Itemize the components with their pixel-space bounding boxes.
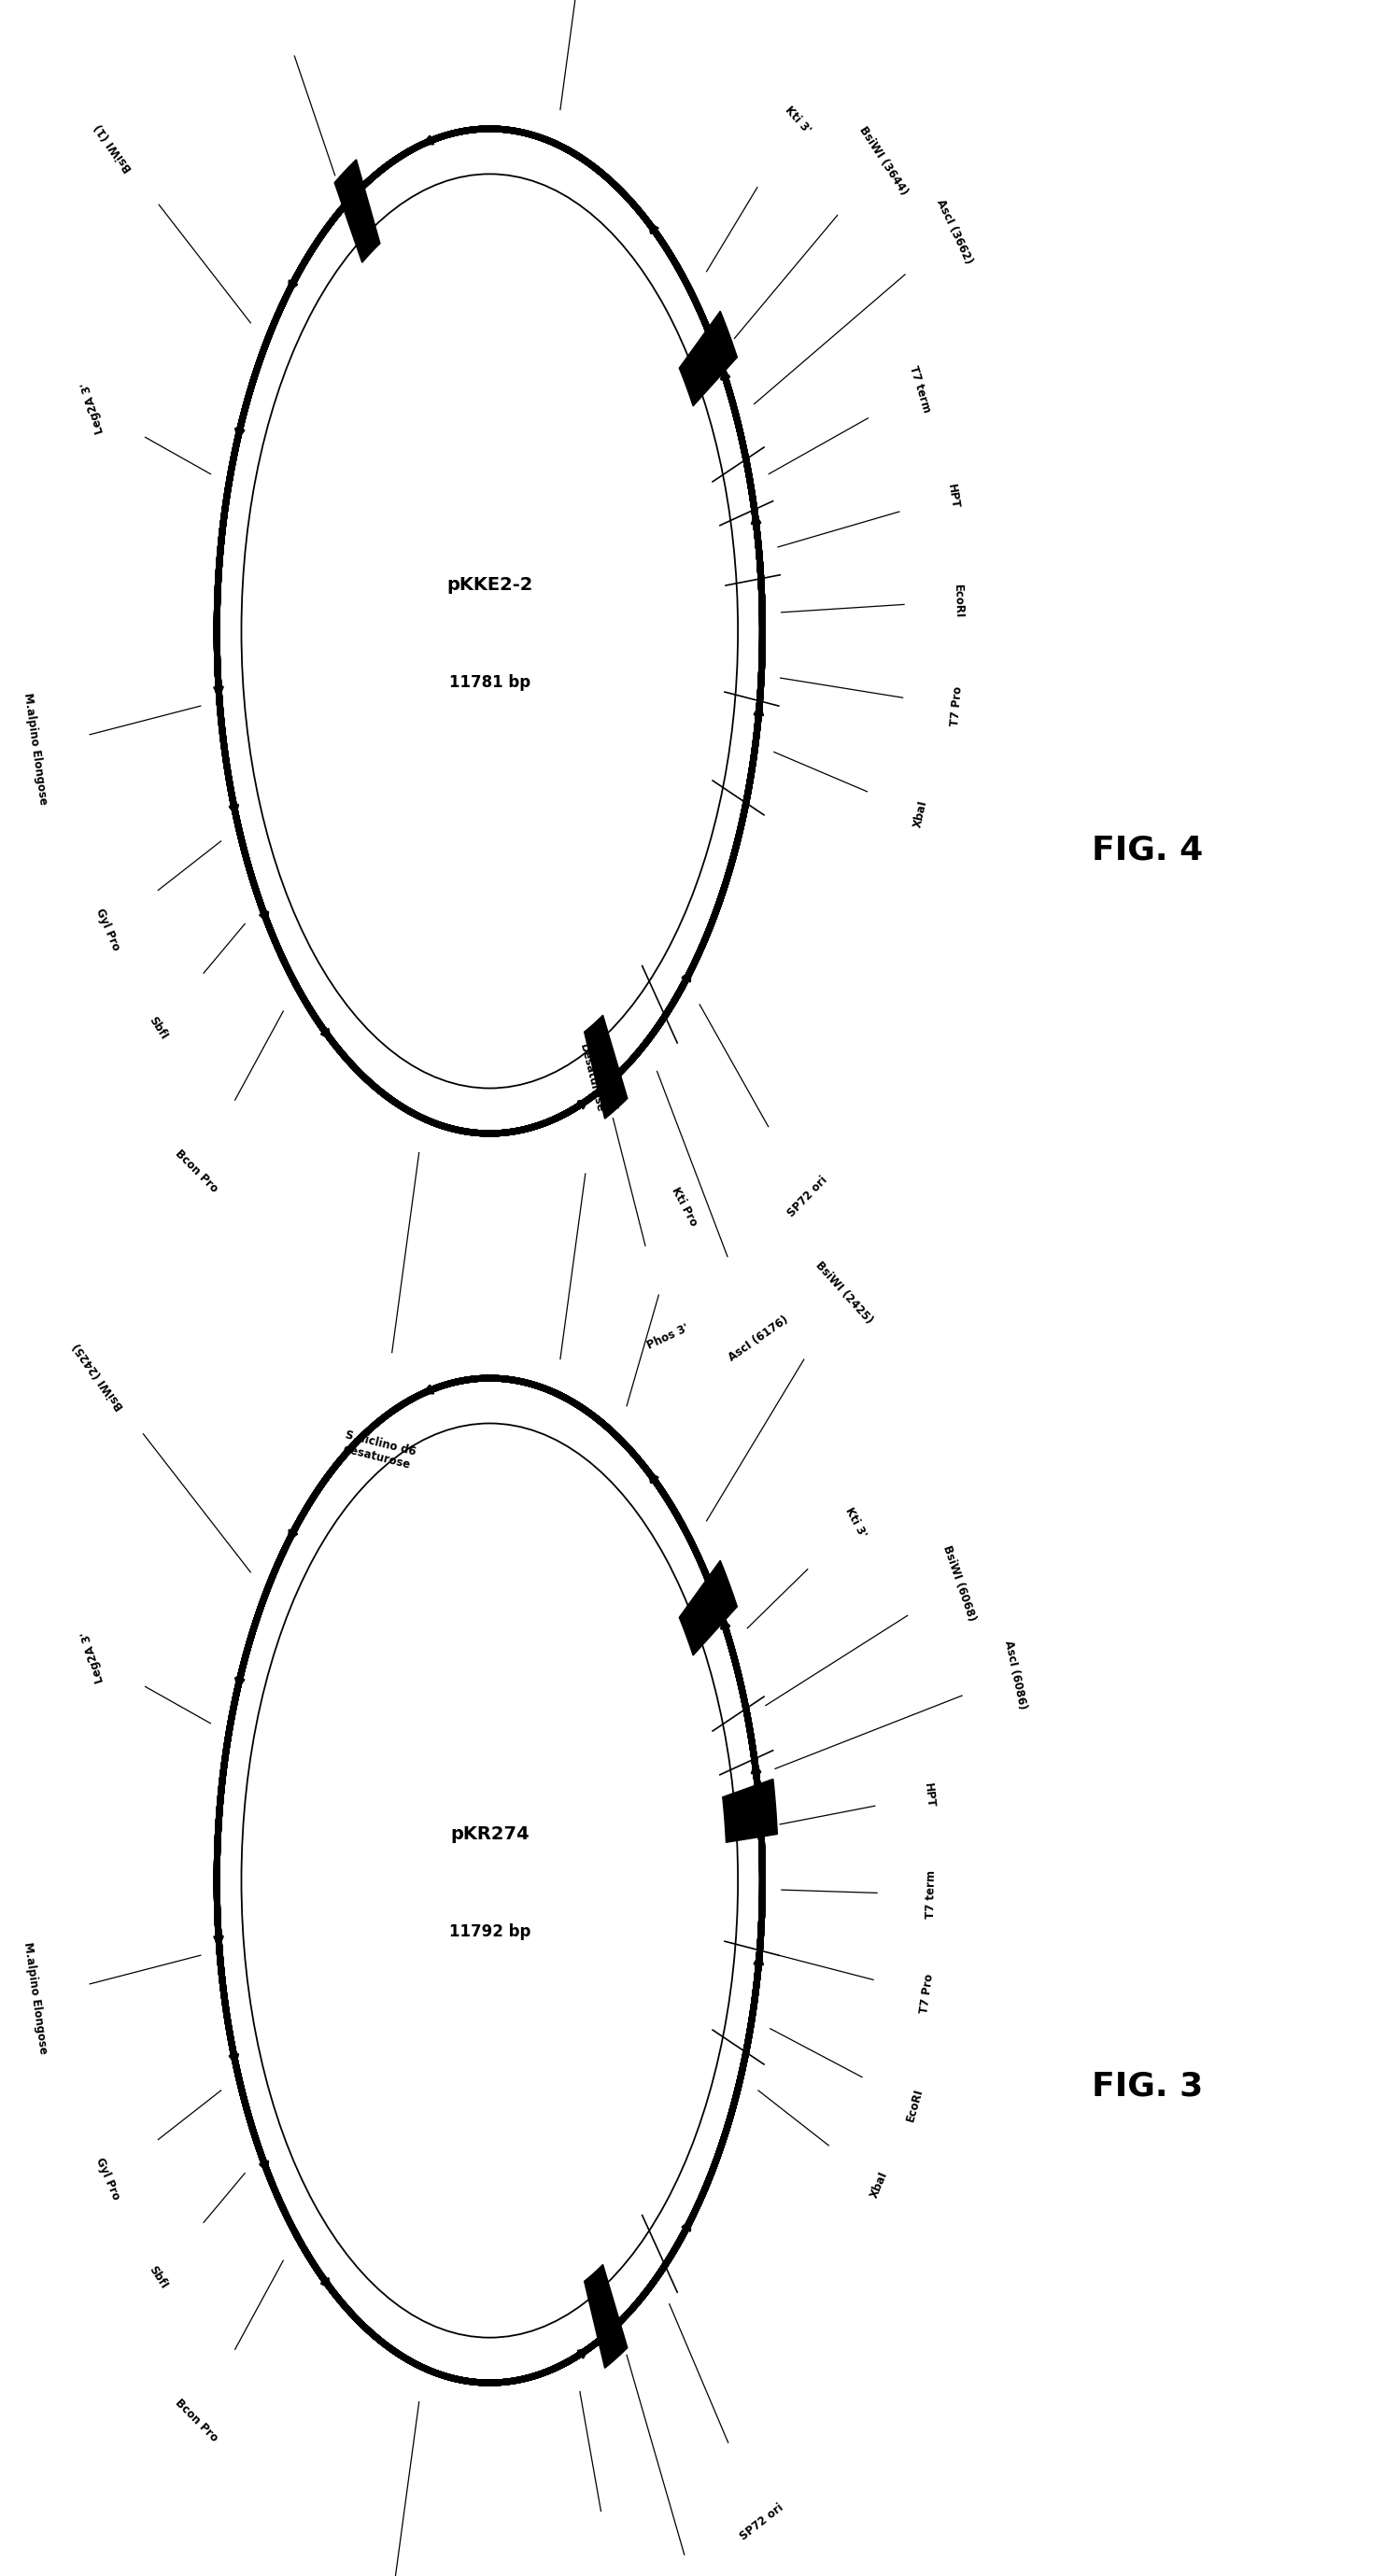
Text: pKR274: pKR274 [450, 1826, 529, 1842]
Text: Kti Pro: Kti Pro [669, 1185, 700, 1229]
Text: HPT: HPT [946, 482, 961, 510]
Text: FIG. 3: FIG. 3 [1091, 2071, 1203, 2102]
Text: BsiWI (3644): BsiWI (3644) [856, 124, 909, 198]
Text: T7 term: T7 term [907, 363, 933, 415]
Text: Kti 3': Kti 3' [782, 103, 813, 137]
Text: M.alpino d5
Desaturose: M.alpino d5 Desaturose [576, 1038, 620, 1115]
Polygon shape [679, 312, 737, 407]
Text: SP72 ori: SP72 ori [737, 2501, 786, 2543]
Text: FIG. 4: FIG. 4 [1091, 835, 1203, 866]
Text: XbaI: XbaI [911, 799, 929, 829]
Text: BsiWI (2425): BsiWI (2425) [813, 1260, 876, 1327]
Text: AscI (3662): AscI (3662) [935, 198, 975, 265]
Polygon shape [585, 2264, 627, 2367]
Text: EcoRI: EcoRI [904, 2087, 925, 2123]
Text: 11792 bp: 11792 bp [449, 1924, 530, 1940]
Text: Kti 3': Kti 3' [842, 1504, 869, 1538]
Polygon shape [334, 160, 381, 263]
Text: T7 Pro: T7 Pro [950, 685, 965, 726]
Text: HPT: HPT [922, 1783, 936, 1808]
Text: AscI (6086): AscI (6086) [1002, 1638, 1028, 1710]
Polygon shape [723, 1780, 778, 1842]
Text: M.alpino Elongose: M.alpino Elongose [22, 693, 50, 806]
Text: T7 term: T7 term [925, 1870, 937, 1919]
Text: Phos 3': Phos 3' [645, 1321, 691, 1352]
Text: Gyl Pro: Gyl Pro [94, 2156, 122, 2202]
Text: pKKE2-2: pKKE2-2 [446, 577, 533, 592]
Text: XbaI: XbaI [867, 2169, 890, 2200]
Text: SbfI: SbfI [145, 1015, 169, 1041]
Text: EcoRI: EcoRI [951, 585, 965, 618]
Text: BsiWI (2425): BsiWI (2425) [71, 1340, 126, 1412]
Text: 11781 bp: 11781 bp [449, 675, 530, 690]
Text: Bcon Pro: Bcon Pro [172, 1146, 220, 1195]
Text: AscI (6176): AscI (6176) [726, 1314, 790, 1363]
Text: Leg2A 3': Leg2A 3' [80, 381, 106, 435]
Polygon shape [679, 1561, 737, 1656]
Text: SP72 ori: SP72 ori [785, 1175, 830, 1218]
Text: S.diclino d6
desaturose: S.diclino d6 desaturose [340, 1430, 417, 1471]
Text: M.alpino Elongose: M.alpino Elongose [22, 1942, 50, 2056]
Text: Gyl Pro: Gyl Pro [94, 907, 122, 953]
Text: T7 Pro: T7 Pro [919, 1973, 936, 2014]
Text: Bcon Pro: Bcon Pro [172, 2396, 220, 2445]
Text: BsiWI (1): BsiWI (1) [94, 121, 136, 173]
Text: SbfI: SbfI [145, 2264, 169, 2290]
Text: Leg2A 3': Leg2A 3' [80, 1631, 106, 1685]
Polygon shape [585, 1015, 627, 1118]
Text: BsiWI (6068): BsiWI (6068) [940, 1543, 978, 1623]
